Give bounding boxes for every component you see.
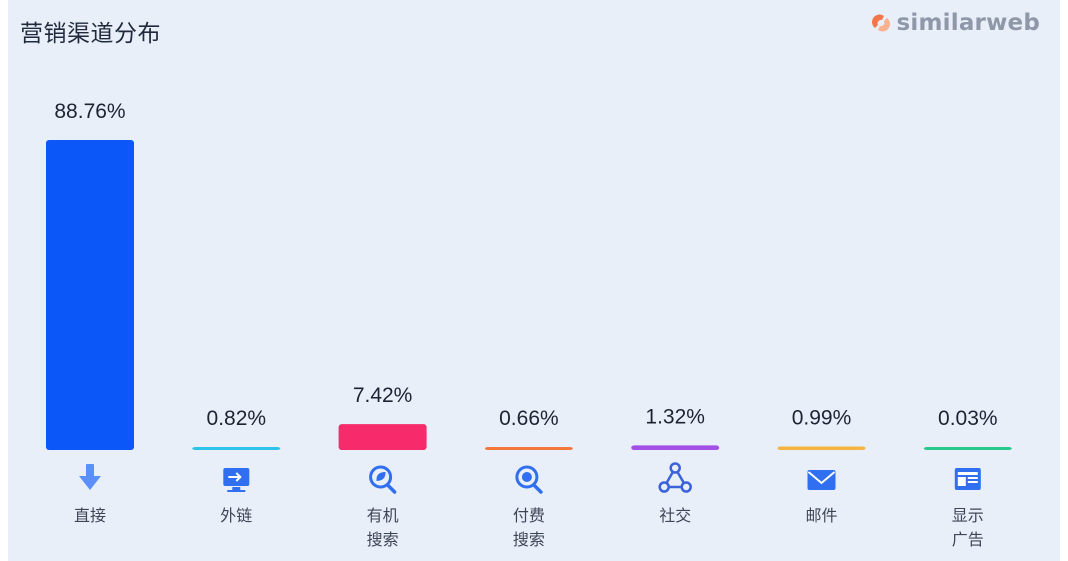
- arrow-down-icon: [79, 464, 101, 490]
- category-label-2-1: 搜索: [367, 530, 399, 549]
- category-label-1: 外链: [220, 506, 252, 525]
- mail-icon: [807, 470, 836, 490]
- organic-search-icon: [369, 465, 397, 494]
- value-label-6: 0.03%: [938, 407, 998, 430]
- bar-3: [484, 447, 573, 450]
- category-label-2-0: 有机: [367, 506, 399, 525]
- value-label-0: 88.76%: [54, 100, 125, 123]
- chart-title: 营销渠道分布: [20, 21, 161, 47]
- bars-group: [46, 140, 1012, 450]
- bar-4: [631, 445, 720, 450]
- social-share-icon: [658, 462, 692, 493]
- bar-5: [777, 446, 866, 450]
- value-label-1: 0.82%: [207, 407, 267, 430]
- icons-group: [79, 462, 981, 494]
- value-label-3: 0.66%: [499, 407, 559, 430]
- display-ad-icon: [954, 468, 981, 490]
- bar-2: [338, 424, 427, 450]
- bar-0: [46, 140, 134, 450]
- category-label-0: 直接: [74, 506, 106, 525]
- category-label-5: 邮件: [805, 506, 837, 525]
- chart-card: 营销渠道分布 similarweb: [8, 0, 1060, 561]
- value-label-5: 0.99%: [792, 407, 852, 430]
- brand-name: similarweb: [896, 10, 1040, 36]
- category-label-3-1: 搜索: [513, 530, 545, 549]
- bar-6: [923, 447, 1012, 450]
- category-label-6-0: 显示: [952, 506, 984, 525]
- category-label-3-0: 付费: [513, 506, 545, 525]
- referral-screen-icon: [223, 468, 250, 492]
- value-label-4: 1.32%: [645, 405, 705, 428]
- value-label-2: 7.42%: [353, 384, 413, 407]
- similarweb-logo-icon: [871, 14, 890, 32]
- bar-1: [192, 447, 281, 450]
- paid-search-icon: [515, 465, 543, 494]
- category-label-6-1: 广告: [952, 530, 984, 549]
- value-labels-group: 88.76% 0.82% 7.42% 0.66% 1.32% 0.99% 0.03%: [54, 100, 997, 430]
- category-label-4: 社交: [659, 506, 691, 525]
- brand-logo: similarweb: [871, 10, 1040, 36]
